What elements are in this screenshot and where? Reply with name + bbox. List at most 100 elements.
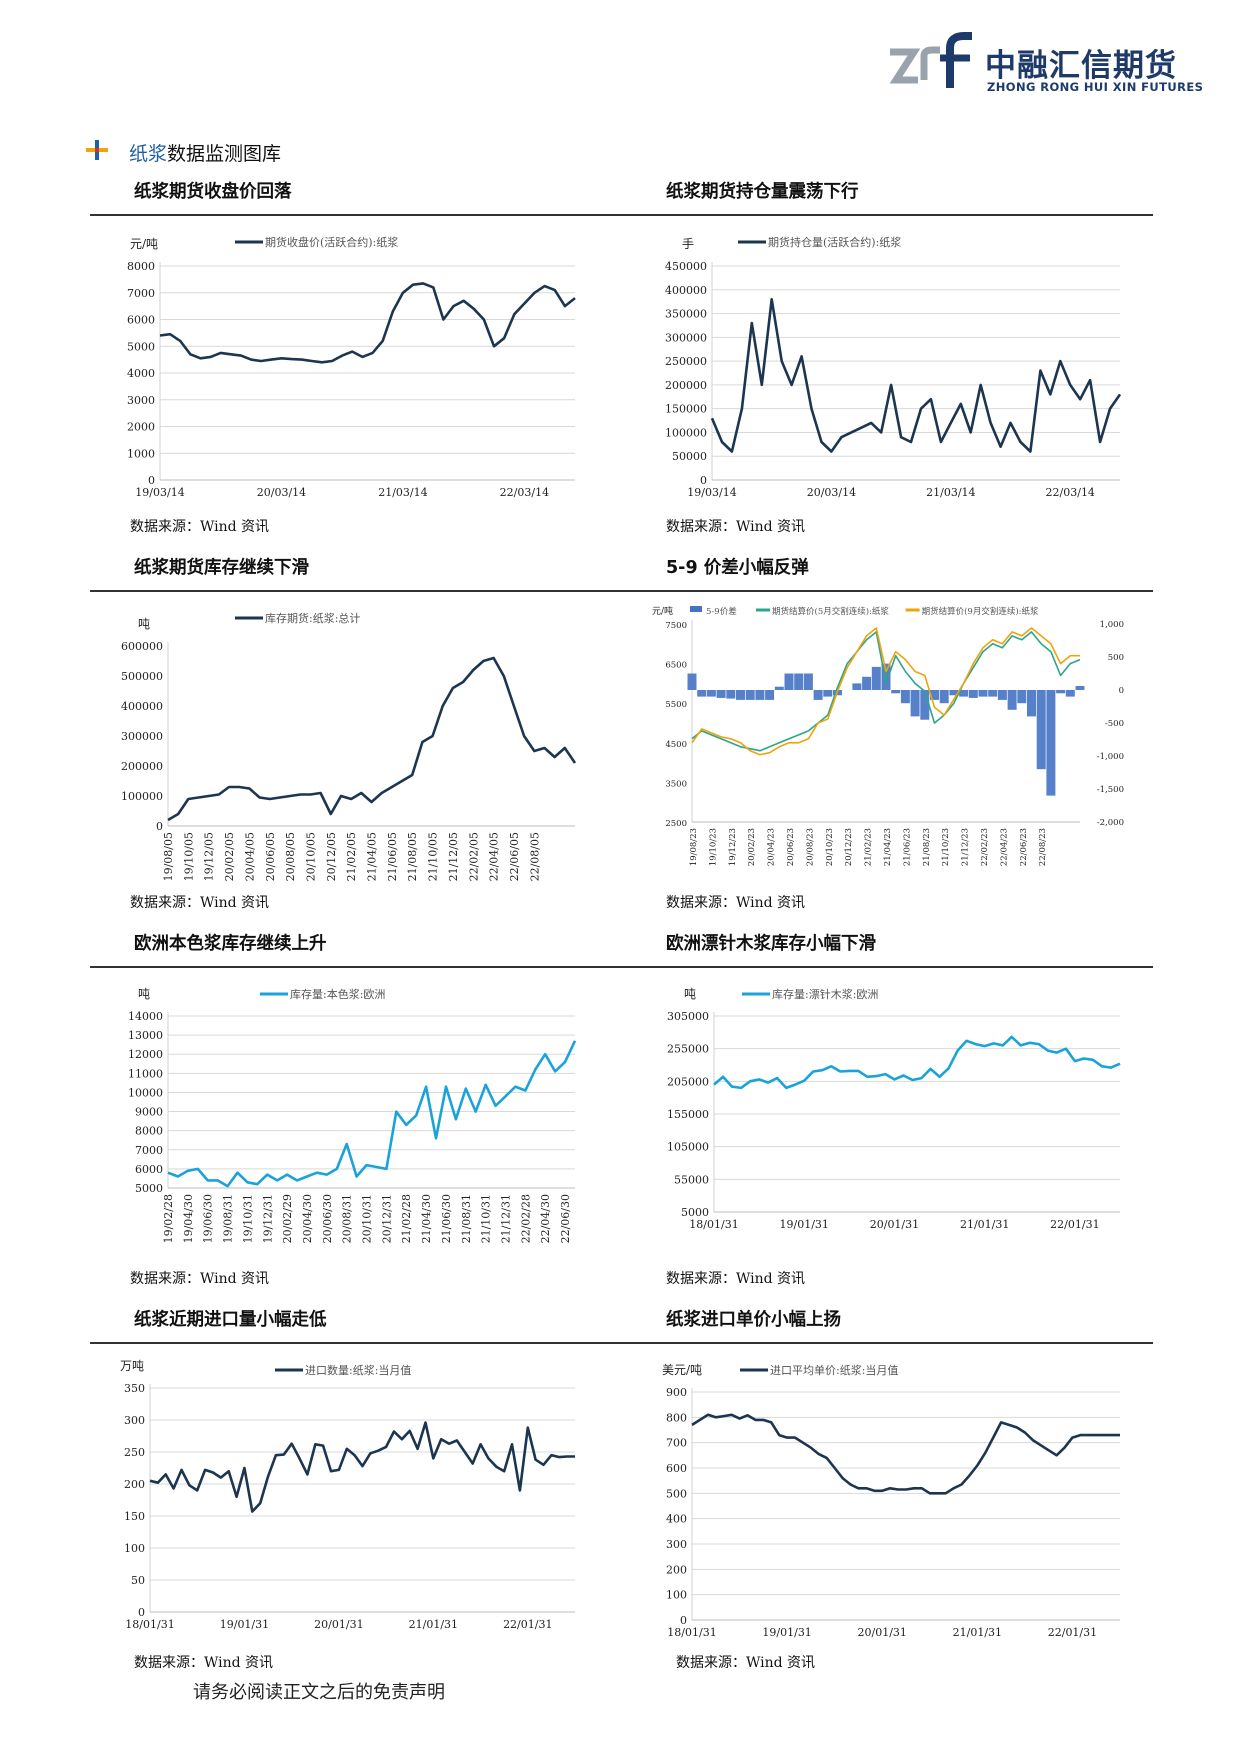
x-tick-label: 20/04/30 bbox=[301, 1194, 314, 1243]
y-tick-label: 13000 bbox=[128, 1029, 163, 1042]
y-tick-label: 600000 bbox=[121, 640, 163, 653]
spread-bar bbox=[794, 673, 804, 690]
y-tick-label: 500 bbox=[666, 1487, 687, 1500]
series-line bbox=[167, 656, 577, 822]
y-tick-label: 350 bbox=[124, 1382, 145, 1395]
x-tick-label: 22/03/14 bbox=[500, 486, 549, 499]
x-tick-label: 19/06/30 bbox=[202, 1194, 215, 1243]
x-tick-label: 18/01/31 bbox=[667, 1626, 716, 1639]
y-unit-label: 吨 bbox=[138, 987, 150, 1001]
x-tick-label: 20/06/23 bbox=[786, 828, 796, 866]
series-line bbox=[149, 1421, 575, 1513]
y-tick-label: 2000 bbox=[127, 421, 155, 434]
divider bbox=[90, 214, 1153, 216]
chart-source-5: 数据来源：Wind 资讯 bbox=[130, 1271, 270, 1287]
y-tick-label: 100000 bbox=[665, 426, 707, 439]
y-tick-label: 350000 bbox=[665, 308, 707, 321]
y-tick-label: 100 bbox=[124, 1542, 145, 1555]
y-unit-label: 美元/吨 bbox=[662, 1363, 702, 1377]
y-tick-label: 5500 bbox=[665, 700, 687, 710]
y-tick-label: 300 bbox=[124, 1414, 145, 1427]
y-right-tick-label: 0 bbox=[1119, 686, 1124, 696]
y-tick-label: 4500 bbox=[665, 740, 687, 750]
chart-title-8: 纸浆进口单价小幅上扬 bbox=[666, 1310, 841, 1330]
spread-bar bbox=[968, 690, 978, 698]
spread-bar bbox=[939, 690, 949, 704]
spread-bar bbox=[716, 690, 726, 698]
y-tick-label: 900 bbox=[666, 1386, 687, 1399]
spread-bar bbox=[862, 676, 872, 690]
x-tick-label: 19/10/31 bbox=[241, 1194, 254, 1243]
x-tick-label: 21/03/14 bbox=[378, 486, 427, 499]
y-tick-label: 205000 bbox=[667, 1075, 709, 1088]
y-tick-label: 3000 bbox=[127, 394, 155, 407]
spread-bar bbox=[813, 690, 823, 700]
chart-title-4: 5-9 价差小幅反弹 bbox=[666, 558, 809, 578]
x-tick-label: 20/04/23 bbox=[767, 828, 777, 866]
chart-title-5: 欧洲本色浆库存继续上升 bbox=[134, 934, 327, 954]
y-tick-label: 5000 bbox=[135, 1182, 163, 1195]
y-tick-label: 0 bbox=[700, 474, 707, 487]
x-tick-label: 19/01/31 bbox=[220, 1618, 269, 1631]
x-tick-label: 19/04/30 bbox=[182, 1194, 195, 1243]
y-tick-label: 6000 bbox=[127, 314, 155, 327]
x-tick-label: 21/01/31 bbox=[953, 1626, 1002, 1639]
chart-futures-inventory: 0 100000 200000 300000 400000 500000 600000 吨 19… bbox=[121, 611, 577, 881]
spread-bar bbox=[1036, 690, 1046, 770]
x-tick-label: 22/08/05 bbox=[528, 832, 541, 881]
brand-name-cn: 中融汇信期货 bbox=[985, 48, 1177, 84]
y-right-tick-label: -2,000 bbox=[1097, 818, 1124, 828]
x-tick-label: 20/02/23 bbox=[747, 828, 757, 866]
spread-bar bbox=[774, 686, 784, 690]
x-tick-label: 19/01/31 bbox=[780, 1218, 829, 1231]
chart-source-6: 数据来源：Wind 资讯 bbox=[666, 1271, 806, 1287]
spread-bar bbox=[910, 690, 920, 717]
x-tick-label: 22/06/30 bbox=[559, 1194, 572, 1243]
x-tick-label: 19/12/23 bbox=[728, 828, 738, 866]
x-tick-label: 20/03/14 bbox=[807, 486, 856, 499]
y-unit-label: 吨 bbox=[138, 617, 150, 631]
x-tick-label: 18/01/31 bbox=[125, 1618, 174, 1631]
y-tick-label: 200000 bbox=[121, 760, 163, 773]
chart-europe-unbleached-stock: 5000 6000 7000 8000 9000 10000 11000 12000 13000… bbox=[128, 987, 577, 1243]
x-tick-label: 21/04/05 bbox=[366, 832, 379, 881]
y-tick-label: 6000 bbox=[135, 1163, 163, 1176]
spread-bar bbox=[736, 690, 745, 700]
brand-name-en: ZHONG RONG HUI XIN FUTURES bbox=[987, 80, 1204, 94]
y-tick-label: 200000 bbox=[665, 379, 707, 392]
y-tick-label: 200 bbox=[666, 1563, 687, 1576]
y-tick-label: 8000 bbox=[127, 260, 155, 273]
y-right-tick-label: -1,000 bbox=[1097, 752, 1124, 762]
x-tick-label: 19/12/05 bbox=[203, 832, 216, 881]
chart-title-3: 纸浆期货库存继续下滑 bbox=[134, 558, 309, 578]
legend-label: 进口平均单价:纸浆:当月值 bbox=[770, 1363, 898, 1377]
y-tick-label: 50000 bbox=[672, 450, 707, 463]
x-tick-label: 22/01/31 bbox=[1050, 1218, 1099, 1231]
y-tick-label: 800 bbox=[666, 1411, 687, 1424]
y-tick-label: 7000 bbox=[127, 287, 155, 300]
spread-bar bbox=[1075, 686, 1085, 690]
y-tick-label: 105000 bbox=[667, 1141, 709, 1154]
x-tick-label: 21/10/31 bbox=[480, 1194, 493, 1243]
x-tick-label: 21/03/14 bbox=[926, 486, 975, 499]
y-tick-label: 7000 bbox=[135, 1144, 163, 1157]
y-unit-label: 手 bbox=[682, 237, 694, 251]
x-tick-label: 21/06/05 bbox=[386, 832, 399, 881]
spread-bar bbox=[1007, 690, 1017, 710]
y-tick-label: 5000 bbox=[127, 340, 155, 353]
x-tick-label: 22/06/23 bbox=[1019, 828, 1029, 866]
spread-bar bbox=[1046, 690, 1056, 796]
legend-label: 期货结算价(9月交割连续):纸浆 bbox=[922, 606, 1039, 617]
y-tick-label: 0 bbox=[680, 1614, 687, 1627]
y-tick-label: 500000 bbox=[121, 670, 163, 683]
x-tick-label: 19/01/31 bbox=[762, 1626, 811, 1639]
x-tick-label: 21/06/23 bbox=[902, 828, 912, 866]
section-title-highlight: 纸浆 bbox=[129, 143, 168, 165]
x-tick-label: 22/04/30 bbox=[539, 1194, 552, 1243]
series-line bbox=[691, 1413, 1120, 1495]
x-tick-label: 21/01/31 bbox=[409, 1618, 458, 1631]
spread-bar bbox=[687, 673, 697, 690]
x-tick-label: 22/02/28 bbox=[519, 1194, 532, 1243]
series-line bbox=[691, 627, 1080, 756]
spread-bar bbox=[1027, 690, 1036, 717]
